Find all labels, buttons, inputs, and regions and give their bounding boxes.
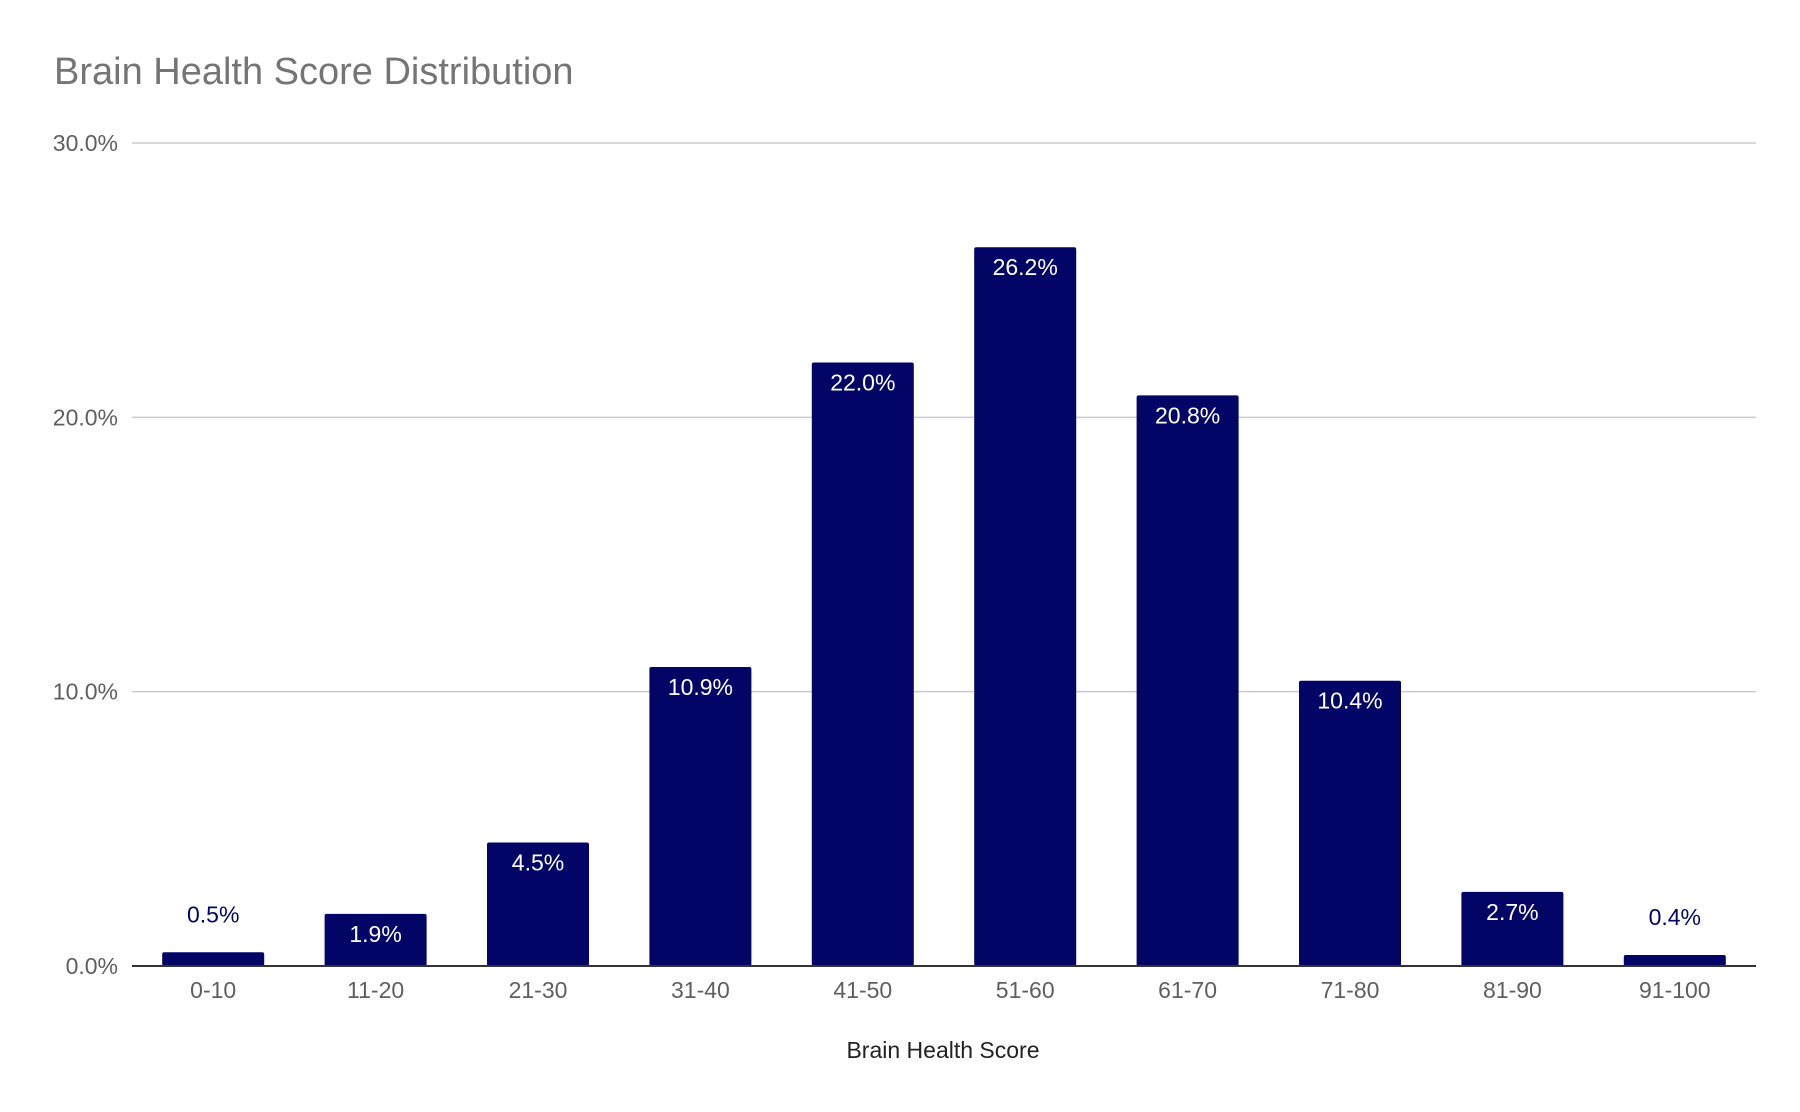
y-tick-label: 10.0% bbox=[53, 679, 118, 705]
bar bbox=[162, 952, 265, 966]
bar bbox=[1623, 955, 1726, 966]
x-tick-label: 71-80 bbox=[1321, 977, 1380, 1003]
bar bbox=[1136, 395, 1239, 966]
gridlines bbox=[132, 142, 1756, 693]
bar bbox=[649, 666, 752, 966]
chart-title: Brain Health Score Distribution bbox=[54, 51, 574, 93]
y-tick-label: 20.0% bbox=[53, 404, 118, 430]
bars bbox=[162, 247, 1726, 966]
data-label: 4.5% bbox=[512, 850, 564, 876]
data-label: 0.4% bbox=[1649, 904, 1701, 930]
x-tick-label: 91-100 bbox=[1639, 977, 1711, 1003]
x-axis-ticks: 0-10 11-20 21-30 31-40 41-50 51-60 61-70 71-80 8… bbox=[190, 977, 1710, 1003]
x-axis-title: Brain Health Score bbox=[846, 1037, 1039, 1063]
data-label: 10.9% bbox=[668, 674, 733, 700]
bar bbox=[1461, 891, 1564, 966]
x-tick-label: 41-50 bbox=[833, 977, 892, 1003]
x-tick-label: 0-10 bbox=[190, 977, 236, 1003]
x-tick-label: 81-90 bbox=[1483, 977, 1542, 1003]
data-label: 26.2% bbox=[993, 254, 1058, 280]
bar bbox=[1299, 680, 1401, 966]
x-tick-label: 31-40 bbox=[671, 977, 730, 1003]
y-tick-label: 30.0% bbox=[53, 130, 118, 156]
data-label: 22.0% bbox=[830, 369, 895, 395]
bar bbox=[487, 842, 589, 966]
y-axis-ticks: 0.0% 10.0% 20.0% 30.0% bbox=[53, 130, 118, 979]
bar bbox=[324, 913, 427, 966]
x-tick-label: 51-60 bbox=[996, 977, 1055, 1003]
data-label: 0.5% bbox=[187, 901, 239, 927]
x-tick-label: 61-70 bbox=[1158, 977, 1217, 1003]
data-labels: 0.5% 1.9% 4.5% 10.9% 22.0% 26.2% 20.8% 10.4% 2.7… bbox=[187, 254, 1701, 947]
data-label: 10.4% bbox=[1317, 688, 1382, 714]
bar bbox=[974, 247, 1077, 966]
data-label: 1.9% bbox=[349, 921, 401, 947]
data-label: 2.7% bbox=[1486, 899, 1538, 925]
x-tick-label: 11-20 bbox=[347, 977, 404, 1003]
x-tick-label: 21-30 bbox=[509, 977, 568, 1003]
data-label: 20.8% bbox=[1155, 402, 1220, 428]
y-tick-label: 0.0% bbox=[66, 953, 118, 979]
bar bbox=[811, 362, 914, 966]
